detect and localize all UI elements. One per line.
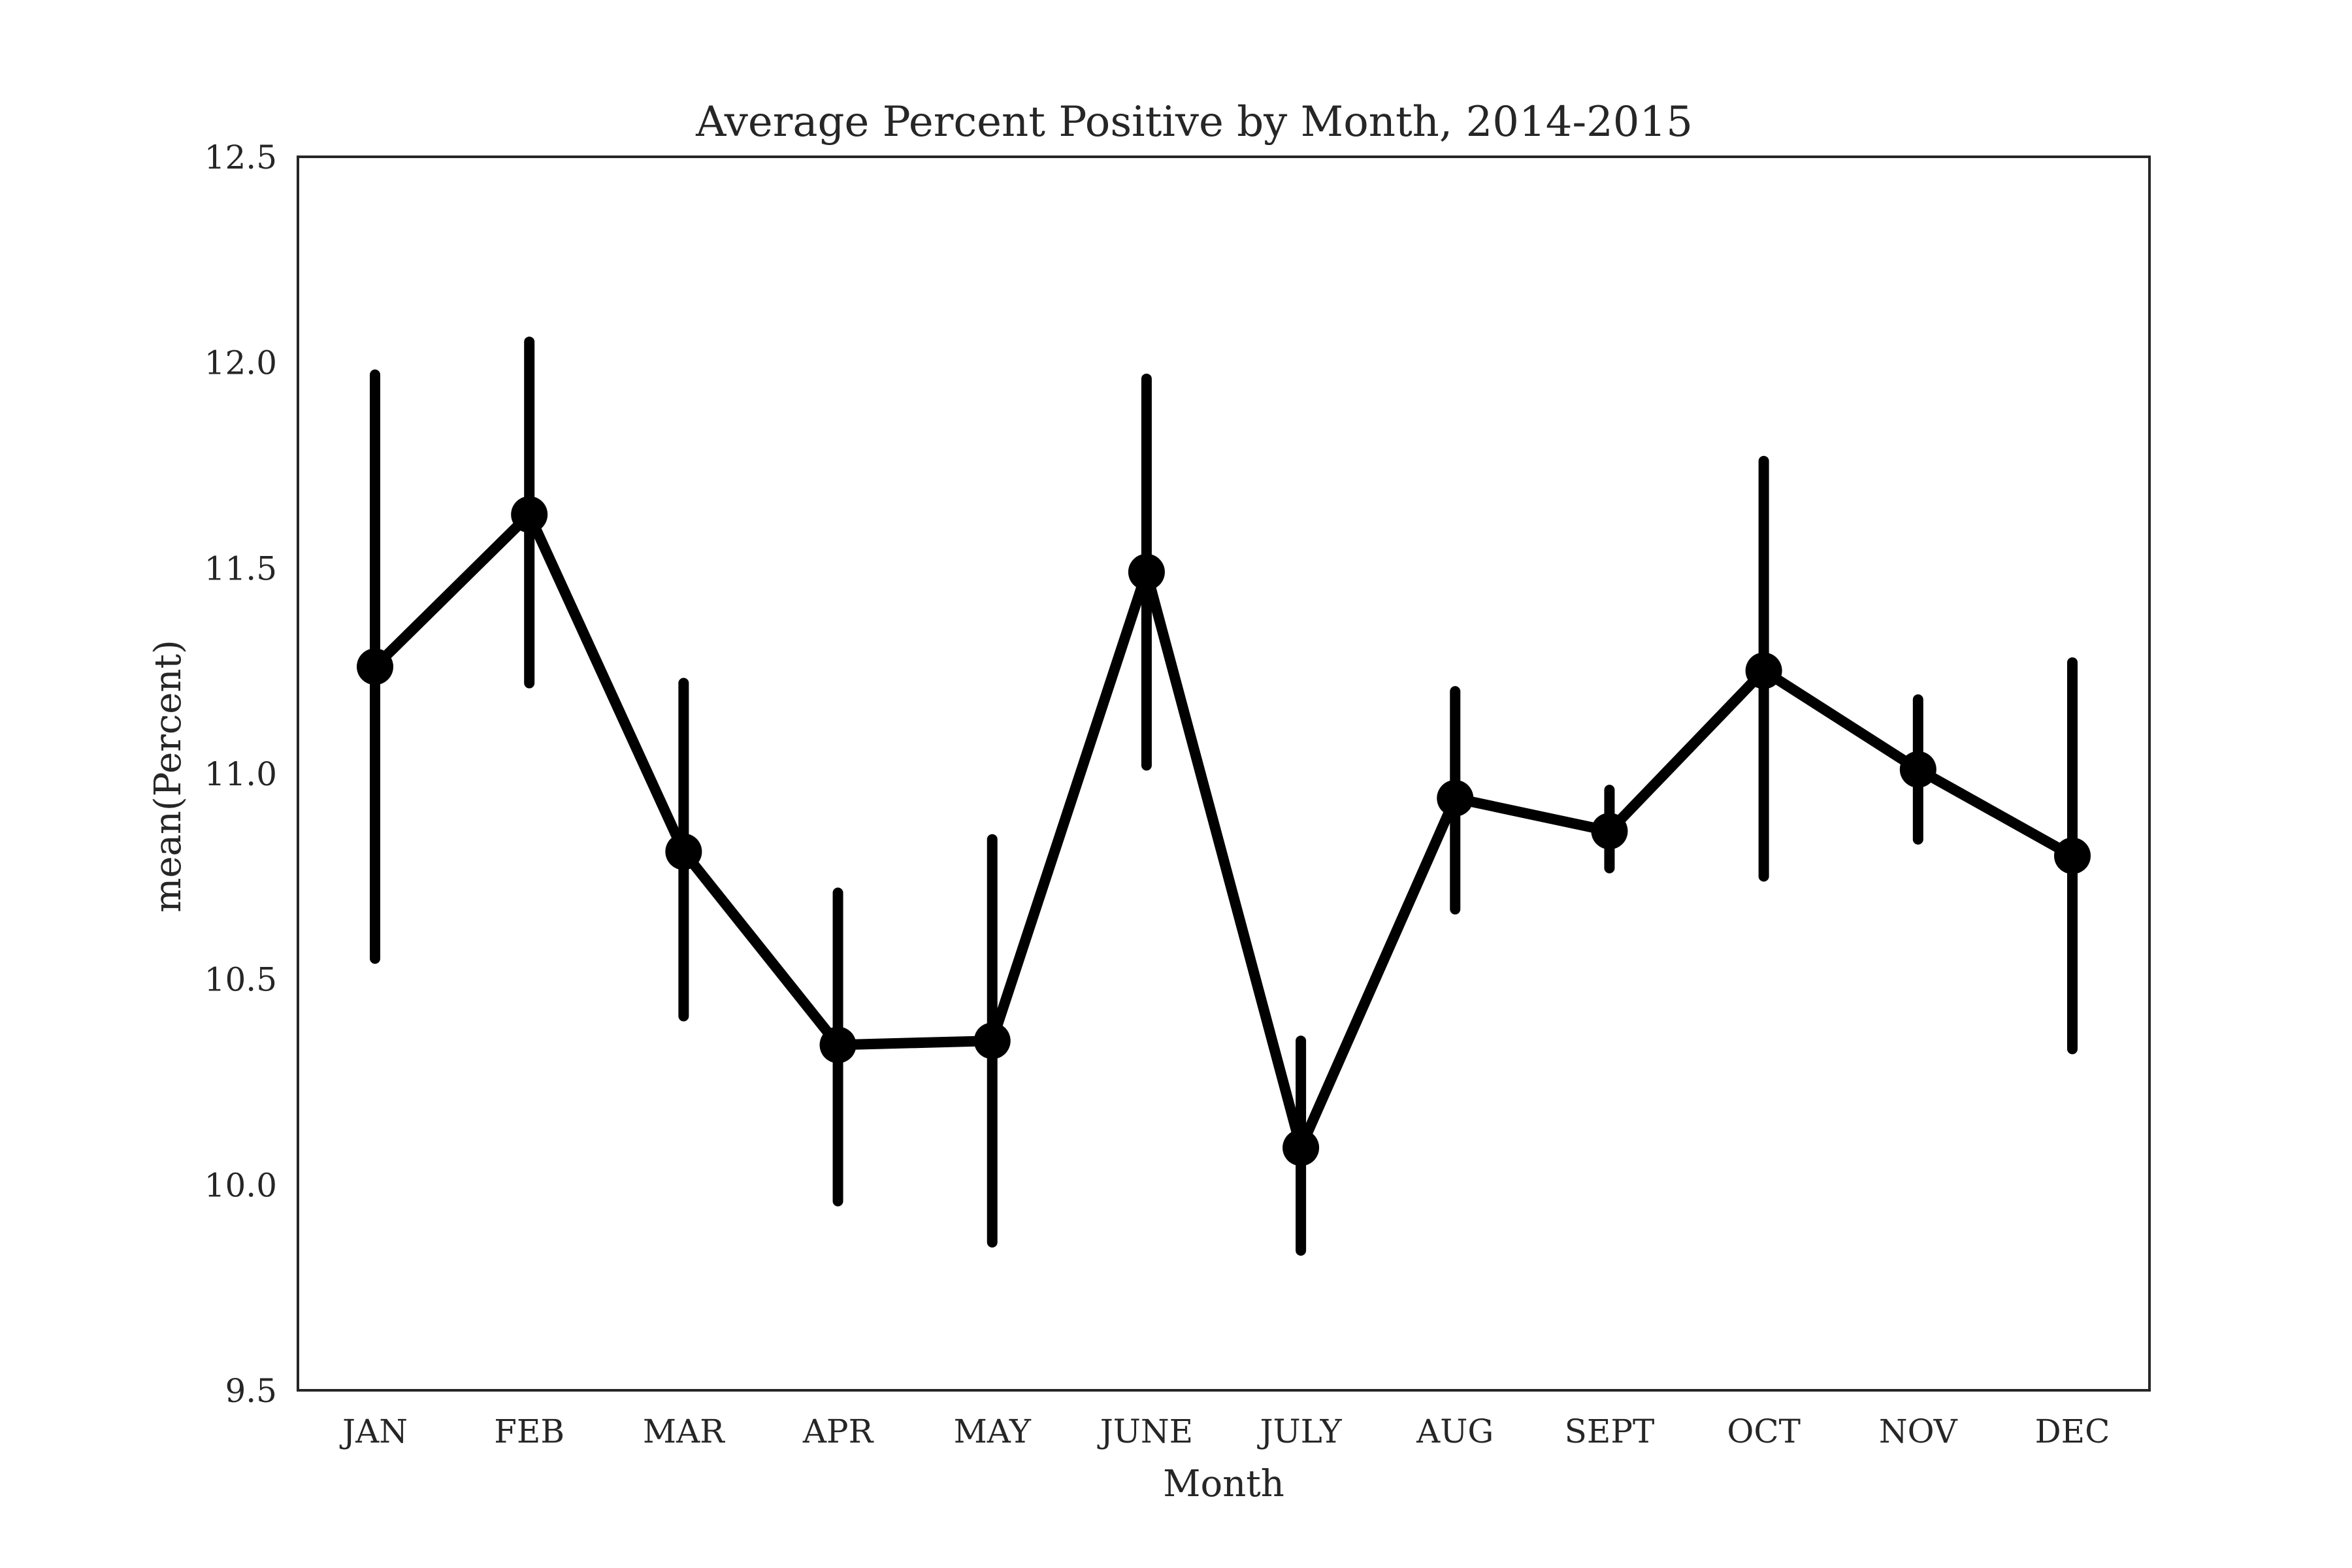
data-point: [1282, 1129, 1320, 1166]
data-point: [1745, 652, 1782, 689]
data-point: [357, 648, 393, 685]
y-tick-label: 9.5: [225, 1372, 277, 1410]
y-tick-label: 10.5: [204, 961, 277, 999]
x-tick-label: NOV: [1879, 1413, 1958, 1450]
data-point: [665, 833, 702, 870]
x-tick-label: MAR: [643, 1413, 725, 1450]
x-tick-label: JULY: [1256, 1413, 1342, 1450]
y-axis-label: mean(Percent): [147, 640, 189, 913]
chart-title: Average Percent Positive by Month, 2014-…: [695, 98, 1693, 146]
y-tick-label: 12.0: [204, 344, 277, 382]
x-tick-label: JUNE: [1097, 1413, 1193, 1450]
data-point: [1437, 779, 1474, 817]
y-tick-label: 10.0: [204, 1166, 277, 1204]
data-point: [2054, 837, 2091, 874]
error-bars: [370, 336, 2078, 1256]
x-tick-label: AUG: [1416, 1413, 1494, 1450]
y-tick-label: 11.0: [204, 755, 277, 793]
x-tick-label: APR: [802, 1413, 874, 1450]
data-point: [1591, 813, 1628, 850]
x-tick-label: DEC: [2035, 1413, 2110, 1450]
data-point: [973, 1022, 1011, 1060]
y-axis-ticks: 9.5 10.0 10.5 11.0 11.5 12.0 12.5: [204, 139, 277, 1410]
series-line: [371, 505, 2075, 1164]
y-tick-label: 12.5: [204, 139, 277, 176]
data-point: [1128, 553, 1165, 591]
x-axis-ticks: JAN FEB MAR APR MAY JUNE JULY AUG SEPT OCT NOV DEC: [339, 1413, 2110, 1450]
data-point: [819, 1026, 857, 1064]
y-tick-label: 11.5: [204, 549, 277, 587]
x-tick-label: SEPT: [1565, 1413, 1655, 1450]
data-point: [1899, 751, 1936, 788]
data-point: [511, 496, 548, 533]
x-tick-label: FEB: [494, 1413, 564, 1450]
x-tick-label: JAN: [339, 1413, 408, 1450]
x-axis-label: Month: [1163, 1463, 1284, 1505]
plot-frame: [297, 155, 2151, 1392]
x-tick-label: MAY: [954, 1413, 1032, 1450]
x-tick-label: OCT: [1727, 1413, 1801, 1450]
data-points: [357, 496, 2091, 1166]
